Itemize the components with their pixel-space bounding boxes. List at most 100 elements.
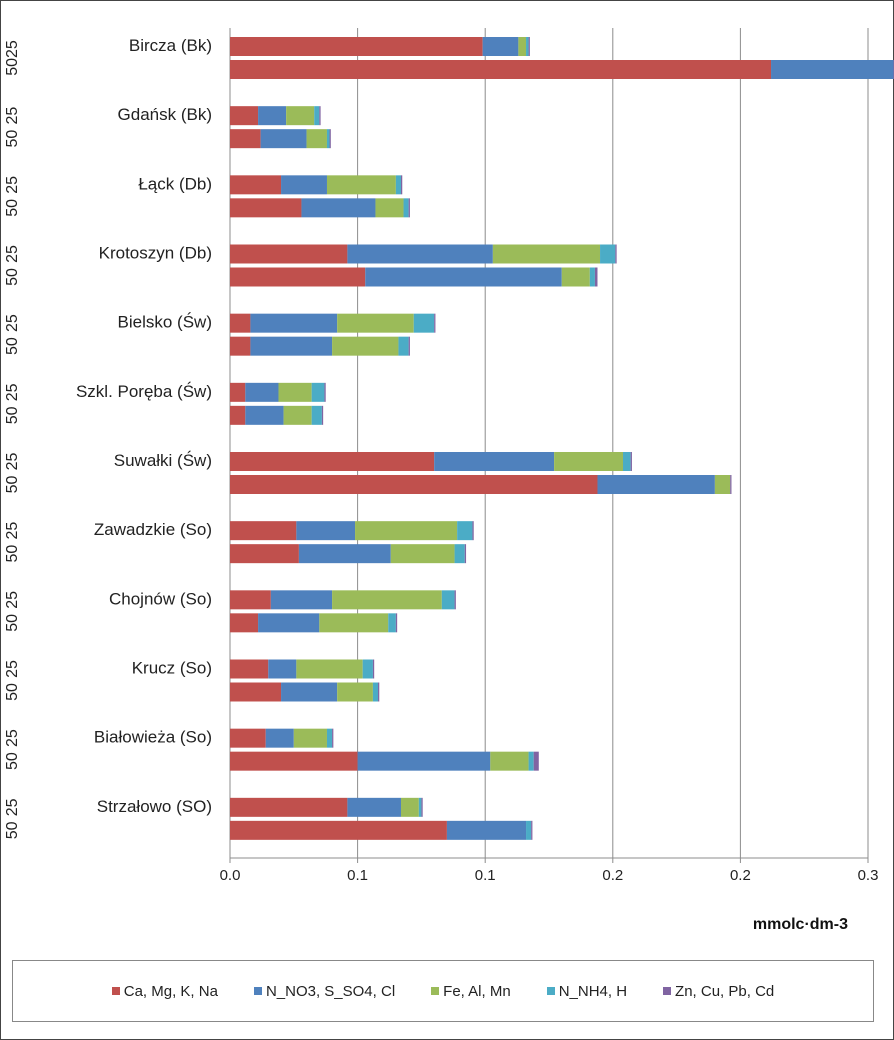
bar-segment: [597, 475, 715, 494]
bar-segment: [623, 452, 631, 471]
legend-label: Fe, Al, Mn: [443, 982, 511, 1000]
bar-segment: [388, 613, 396, 633]
bar-segment: [230, 175, 282, 195]
bar-segment: [230, 751, 358, 771]
bar-segment: [321, 405, 324, 425]
bar-segment: [400, 797, 419, 817]
depth-label: 25: [4, 245, 21, 263]
chart-legend: Ca, Mg, K, Na N_NO3, S_SO4, Cl Fe, Al, Mn N…: [12, 960, 874, 1022]
bar-segment: [347, 244, 493, 264]
x-axis-unit-label: mmolc·dm-3: [753, 916, 848, 933]
bar-segment: [265, 728, 294, 748]
bar-segment: [526, 820, 532, 840]
legend-swatch: [431, 987, 440, 995]
bar-segment: [421, 797, 423, 817]
bar-segment: [482, 37, 519, 56]
bar-segment: [230, 521, 297, 541]
legend-swatch: [253, 987, 262, 995]
bar-segment: [326, 728, 333, 748]
legend-label: Zn, Cu, Pb, Cd: [675, 982, 775, 1000]
legend-label: N_NO3, S_SO4, Cl: [265, 982, 396, 1000]
legend-label: Ca, Mg, K, Na: [123, 982, 218, 1000]
x-tick-label: 0.1: [347, 867, 368, 884]
depth-label: 50: [4, 752, 21, 770]
x-tick-label: 0.1: [475, 867, 496, 884]
bar-segment: [408, 336, 410, 356]
bar-segment: [230, 544, 299, 564]
bar-segment: [413, 313, 435, 333]
bar-segment: [281, 175, 327, 195]
bar-segment: [446, 820, 527, 840]
bar-segment: [245, 382, 279, 402]
y-category-label: Strzałowo (SO): [97, 797, 212, 816]
bar-segment: [418, 797, 422, 817]
bar-segment: [395, 613, 398, 633]
bar-segment: [337, 682, 373, 702]
bar-segment: [408, 198, 410, 218]
bar-segment: [268, 659, 297, 679]
bar-segment: [434, 313, 436, 333]
depth-label: 50: [4, 614, 21, 632]
y-category-label: Krucz (So): [132, 659, 212, 678]
bar-segment: [332, 590, 442, 610]
bar-segment: [490, 751, 529, 771]
bar-segment: [281, 682, 338, 702]
bar-segment: [554, 452, 624, 471]
bar-segment: [594, 267, 598, 287]
depth-label: 50: [4, 406, 21, 424]
bar-segment: [230, 820, 447, 840]
legend-swatch: [663, 987, 672, 995]
bar-segment: [230, 198, 302, 218]
x-tick-label: 0.2: [602, 867, 623, 884]
bar-segment: [434, 452, 555, 471]
bar-segment: [329, 129, 331, 149]
depth-label: 25: [4, 798, 21, 816]
bar-segment: [230, 452, 435, 471]
legend-item: Zn, Cu, Pb, Cd: [663, 983, 774, 1000]
bar-segment: [278, 382, 312, 402]
bar-segment: [400, 175, 403, 195]
bar-segment: [492, 244, 601, 264]
bar-segment: [230, 405, 246, 425]
bar-segment: [270, 590, 333, 610]
bar-segment: [332, 728, 334, 748]
bar-segment: [528, 751, 534, 771]
bar-segment: [472, 521, 474, 541]
bar-segment: [518, 37, 527, 56]
bar-segment: [296, 521, 356, 541]
bar-segment: [398, 336, 409, 356]
bar-segment: [561, 267, 590, 287]
bar-segment: [311, 405, 322, 425]
bar-segment: [771, 60, 894, 79]
bar-segment: [230, 37, 483, 56]
depth-label: 50: [4, 476, 21, 494]
depth-label: 5025: [4, 40, 21, 76]
bar-segment: [230, 590, 271, 610]
legend-item: Fe, Al, Mn: [431, 983, 511, 1000]
depth-label: 50: [4, 337, 21, 355]
bar-segment: [730, 475, 732, 494]
depth-label: 50: [4, 199, 21, 217]
bar-segment: [260, 129, 307, 149]
bar-segment: [230, 728, 266, 748]
bar-segment: [615, 244, 617, 264]
bar-segment: [375, 198, 404, 218]
bar-segment: [357, 751, 491, 771]
y-category-label: Suwałki (Św): [114, 451, 212, 470]
bar-segment: [258, 613, 320, 633]
bar-segment: [250, 313, 338, 333]
bar-segment: [230, 475, 598, 494]
bar-segment: [293, 728, 327, 748]
x-tick-label: 0.2: [730, 867, 751, 884]
y-category-label: Bielsko (Św): [118, 313, 212, 332]
depth-label: 50: [4, 545, 21, 563]
bar-segment: [372, 682, 379, 702]
bar-segment: [324, 382, 326, 402]
bar-segment: [355, 521, 458, 541]
depth-label: 50: [4, 683, 21, 701]
y-category-label: Zawadzkie (So): [94, 520, 212, 539]
bar-segment: [337, 313, 414, 333]
bar-segment: [372, 659, 375, 679]
depth-label: 25: [4, 591, 21, 609]
bar-segment: [533, 751, 539, 771]
